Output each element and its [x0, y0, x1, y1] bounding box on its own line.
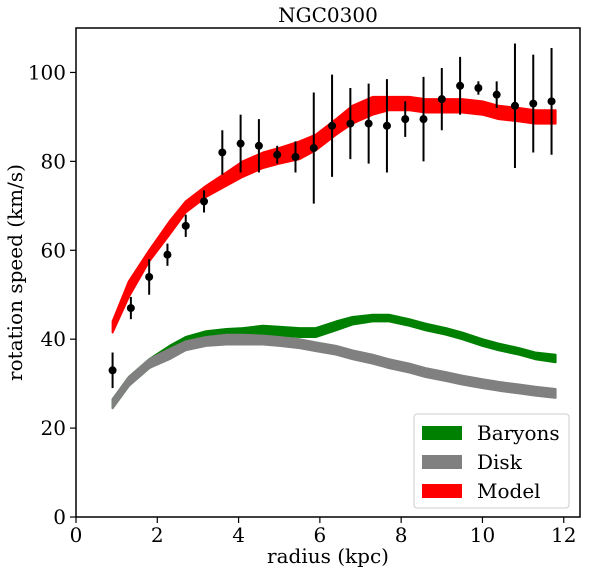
- bands-layer: [111, 95, 557, 410]
- band-model: [111, 95, 557, 334]
- x-axis-title: radius (kpc): [267, 544, 389, 568]
- y-tick-label: 80: [41, 149, 66, 173]
- x-tick-label: 4: [232, 523, 245, 547]
- data-point: [181, 221, 190, 230]
- x-tick-label: 8: [395, 523, 408, 547]
- y-tick-label: 20: [41, 416, 66, 440]
- x-tick-label: 2: [151, 523, 164, 547]
- legend: Baryons Disk Model: [413, 413, 570, 509]
- data-point: [492, 90, 501, 99]
- data-point: [346, 119, 355, 128]
- data-point: [547, 97, 556, 106]
- x-tick-label: 12: [551, 523, 576, 547]
- legend-label-model: Model: [477, 479, 541, 503]
- data-point: [456, 81, 465, 90]
- data-points-layer: [108, 43, 556, 389]
- data-point: [529, 99, 538, 108]
- data-point: [291, 152, 300, 161]
- chart-title: NGC0300: [278, 3, 378, 27]
- data-point: [309, 144, 318, 153]
- data-point: [419, 115, 428, 124]
- legend-label-disk: Disk: [477, 450, 523, 474]
- data-point: [328, 121, 337, 130]
- band-baryons: [111, 313, 557, 410]
- data-point: [200, 197, 209, 206]
- y-axis-ticks: 0 20 40 60 80 100: [28, 60, 76, 529]
- data-point: [163, 250, 172, 259]
- x-axis-ticks: 0 2 4 6 8 10 12: [70, 517, 576, 547]
- x-tick-label: 10: [470, 523, 495, 547]
- data-point: [126, 304, 135, 313]
- data-point: [254, 141, 263, 150]
- y-tick-label: 0: [53, 505, 66, 529]
- data-point: [273, 150, 282, 159]
- y-tick-label: 40: [41, 327, 66, 351]
- legend-swatch-model: [422, 484, 462, 498]
- data-point: [218, 148, 227, 157]
- legend-swatch-disk: [422, 455, 462, 469]
- data-point: [437, 95, 446, 104]
- data-point: [108, 366, 117, 375]
- y-tick-label: 60: [41, 238, 66, 262]
- x-tick-label: 6: [314, 523, 327, 547]
- y-axis-title: rotation speed (km/s): [3, 164, 27, 381]
- data-point: [382, 121, 391, 130]
- band-disk: [111, 333, 557, 410]
- legend-label-baryons: Baryons: [477, 421, 560, 445]
- data-point: [401, 115, 410, 124]
- x-tick-label: 0: [70, 523, 83, 547]
- data-point: [364, 119, 373, 128]
- plot-frame: [75, 27, 581, 518]
- data-point: [236, 139, 245, 148]
- data-point: [474, 84, 483, 93]
- data-point: [145, 272, 154, 281]
- y-tick-label: 100: [28, 60, 66, 84]
- data-point: [510, 101, 519, 110]
- legend-swatch-baryons: [422, 426, 462, 440]
